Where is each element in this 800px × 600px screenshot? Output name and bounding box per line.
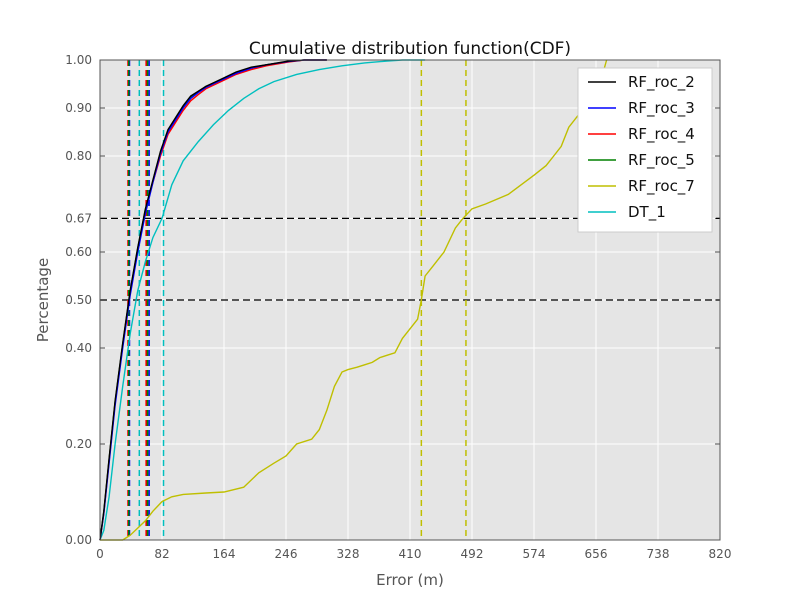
plot-frame [99,59,721,541]
y-tick-label: 0.50 [65,293,92,307]
legend: RF_roc_2 RF_roc_3 RF_roc_4 RF_roc_5 RF_roc_7… [577,67,713,233]
x-tick-label: 738 [647,547,670,561]
legend-label: RF_roc_5 [628,151,695,170]
x-tick-label: 492 [461,547,484,561]
y-tick-label: 0.80 [65,149,92,163]
x-tick-label: 820 [709,547,732,561]
y-tick-label: 1.00 [65,53,92,67]
series-line-rf-roc-2 [99,59,327,541]
y-tick-label: 0.40 [65,341,92,355]
x-tick-label: 328 [337,547,360,561]
y-axis-label: Percentage [34,258,52,342]
x-tick-label: 656 [585,547,608,561]
y-tick-label: 0.67 [65,211,92,225]
legend-label: RF_roc_3 [628,99,695,118]
series-lines [99,59,721,541]
legend-label: RF_roc_7 [628,177,695,196]
legend-label: RF_roc_4 [628,125,695,144]
y-tick-label: 0.20 [65,437,92,451]
series-line-rf-roc-7 [100,59,608,541]
chart-title: Cumulative distribution function(CDF) [249,39,571,59]
tick-labels: 0 82 164 246 328 410 492 574 656 738 820 0.00 0.20 0.… [65,53,731,561]
y-tick-label: 0.60 [65,245,92,259]
legend-label: RF_roc_2 [628,73,695,92]
y-tick-label: 0.00 [65,533,92,547]
x-tick-label: 410 [399,547,422,561]
y-tick-label: 0.90 [65,101,92,115]
x-tick-label: 574 [523,547,546,561]
series-line-dt-1 [99,59,426,541]
x-tick-label: 0 [96,547,104,561]
legend-box [577,67,713,233]
legend-label: DT_1 [628,203,666,222]
x-axis-label: Error (m) [376,571,444,589]
reference-lines [100,217,720,301]
x-tick-label: 82 [154,547,169,561]
x-tick-label: 246 [275,547,298,561]
x-tick-label: 164 [213,547,236,561]
